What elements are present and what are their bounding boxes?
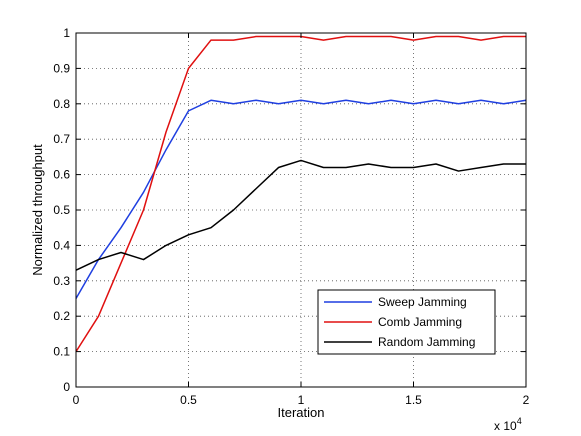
legend-entry-label: Comb Jamming: [378, 315, 462, 329]
x-multiplier-exponent: 4: [517, 416, 522, 426]
axis-ticks: 0 0.5 1 1.5 2 0 0.1 0.2 0.3 0.4 0.5 0.6 0.7 0.8 0.9 1: [53, 26, 529, 407]
legend-entry-label: Sweep Jamming: [378, 295, 467, 309]
series-line-1: [75, 99, 527, 299]
y-tick-label: 0.7: [53, 132, 70, 146]
legend: Sweep Jamming Comb Jamming Random Jamming: [317, 289, 496, 355]
y-tick-label: 0: [63, 380, 70, 394]
x-axis-label: Iteration: [278, 405, 325, 420]
y-tick-label: 0.6: [53, 168, 70, 182]
series-line-3: [75, 159, 526, 271]
y-tick-label: 0.8: [53, 97, 70, 111]
y-axis-label: Normalized throughput: [30, 144, 45, 276]
legend-entry-label: Random Jamming: [378, 335, 475, 349]
y-tick-label: 0.4: [53, 238, 70, 252]
y-tick-label: 0.2: [53, 309, 70, 323]
y-tick-label: 1: [63, 26, 70, 40]
y-tick-label: 0.9: [53, 61, 70, 75]
x-tick-label: 2: [523, 393, 530, 407]
x-tick-label: 1.5: [405, 393, 422, 407]
x-tick-label: 0.5: [180, 393, 197, 407]
x-tick-label: 1: [298, 393, 305, 407]
grid-lines: [76, 33, 526, 387]
y-tick-label: 0.5: [53, 203, 70, 217]
y-tick-label: 0.3: [53, 274, 70, 288]
x-multiplier-base: x 10: [494, 419, 517, 433]
x-tick-label: 0: [73, 393, 80, 407]
y-tick-label: 0.1: [53, 345, 70, 359]
x-multiplier: x 104: [494, 416, 522, 433]
